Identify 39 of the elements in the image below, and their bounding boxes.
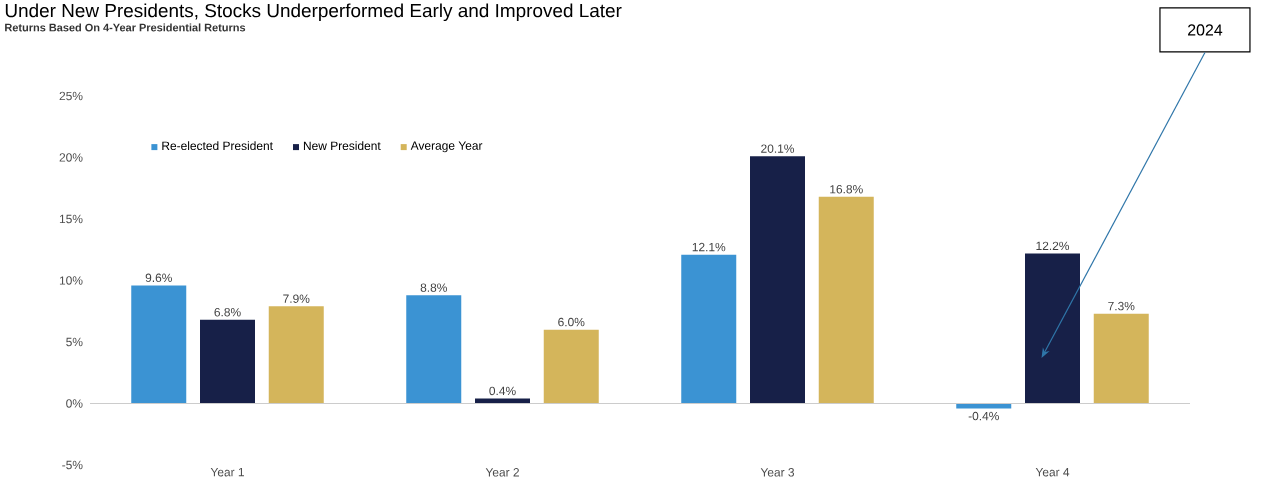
y-tick-label: 25% [59, 91, 83, 101]
bar [543, 329, 599, 404]
data-label: 12.1% [692, 242, 726, 252]
chart-title: Under New Presidents, Stocks Underperformed Early and Improved Later [5, 3, 622, 22]
data-label: 0.4% [489, 386, 516, 396]
bar [268, 306, 324, 404]
bar [750, 156, 805, 404]
y-tick-label: 20% [59, 153, 83, 162]
data-label: 6.0% [558, 317, 585, 327]
data-label: 12.2% [1036, 241, 1070, 251]
legend-label: Re-elected President [162, 141, 273, 151]
data-label: 16.8% [830, 185, 863, 194]
bar [200, 319, 255, 404]
data-label: 7.3% [1108, 301, 1135, 311]
y-tick-label: -5% [62, 460, 83, 470]
x-tick-label: Year 3 [760, 468, 795, 477]
legend-label: Average Year [410, 141, 483, 153]
chart-subtitle: Returns Based On 4-Year Presidential Returns [5, 23, 246, 32]
text: 2024 [1188, 24, 1223, 36]
bar [681, 254, 737, 404]
x-tick-label: Year 2 [485, 468, 519, 477]
bar [1025, 253, 1080, 404]
y-tick-label: 5% [66, 337, 83, 347]
data-label: 6.8% [214, 308, 241, 317]
bar [1093, 313, 1149, 404]
x-tick-label: Year 4 [1035, 468, 1070, 477]
bar [406, 295, 462, 404]
legend-label: New President [303, 141, 381, 151]
y-tick-label: 0% [66, 399, 83, 408]
data-label: 7.9% [283, 294, 310, 303]
data-label: -0.4% [968, 411, 999, 421]
data-label: 8.8% [420, 283, 447, 292]
data-label: 9.6% [145, 273, 172, 283]
y-tick-label: 15% [59, 214, 83, 224]
y-tick-label: 10% [59, 276, 83, 285]
data-label: 20.1% [761, 144, 795, 153]
x-tick-label: Year 1 [210, 468, 244, 477]
bar [818, 196, 874, 404]
bar [131, 285, 187, 404]
